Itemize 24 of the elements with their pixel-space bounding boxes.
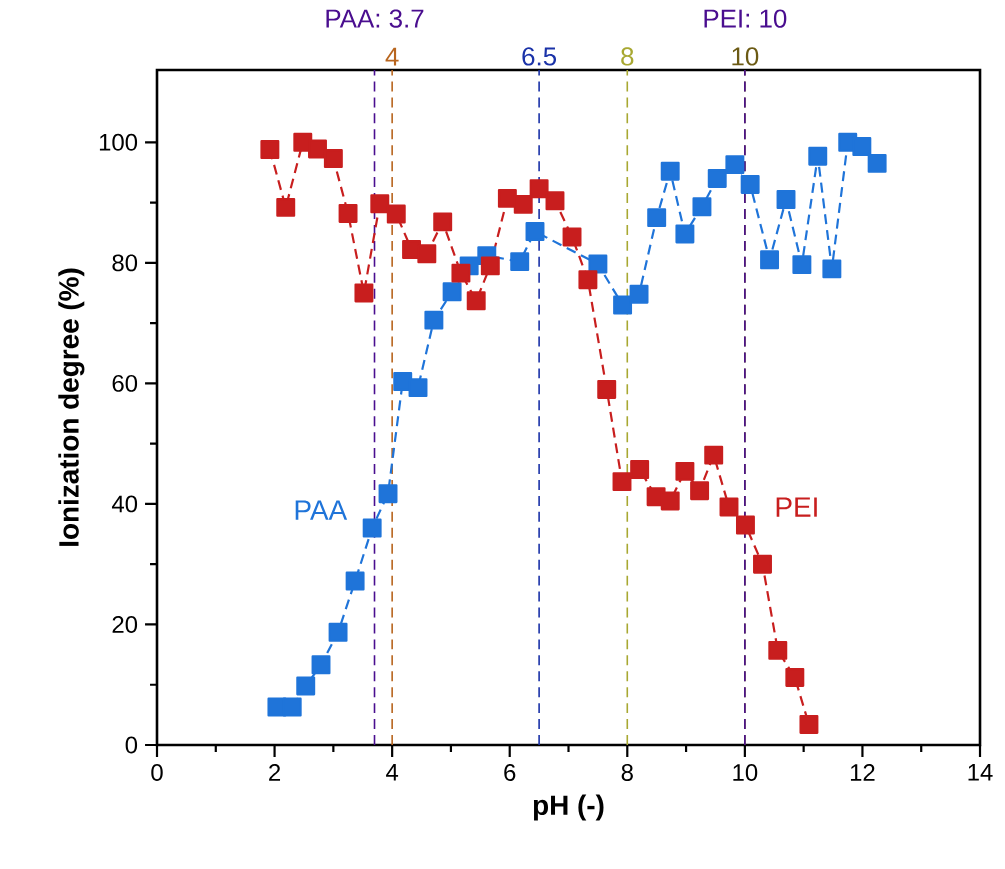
x-tick-label: 12 bbox=[850, 764, 875, 781]
y-tick-label: 100 bbox=[99, 133, 138, 151]
y-tick-label: 60 bbox=[112, 374, 138, 392]
series-label: PEI bbox=[776, 497, 817, 517]
y-axis-title: Ionization degree (%) bbox=[58, 268, 85, 546]
x-tick-label: 10 bbox=[733, 764, 758, 781]
y-tick-label: 20 bbox=[112, 616, 138, 633]
x-tick-label: 8 bbox=[621, 764, 633, 781]
x-tick-label: 2 bbox=[269, 764, 281, 781]
x-tick-label: 14 bbox=[968, 764, 993, 781]
y-tick-label: 80 bbox=[112, 254, 138, 272]
ref-line-label: 10 bbox=[732, 47, 759, 66]
y-tick-label: 40 bbox=[111, 495, 138, 513]
x-tick-label: 0 bbox=[151, 764, 163, 781]
ref-line-label: 6.5 bbox=[522, 47, 557, 66]
ref-line-label: 8 bbox=[621, 47, 634, 66]
x-axis-title: pH (-) bbox=[533, 794, 604, 821]
ref-line-label: PAA: 3.7 bbox=[326, 9, 424, 28]
y-tick-label: 0 bbox=[125, 736, 138, 754]
x-tick-label: 4 bbox=[386, 764, 399, 781]
ref-line-label: PEI: 10 bbox=[704, 9, 787, 28]
x-tick-label: 6 bbox=[504, 764, 516, 781]
ref-line-label: 4 bbox=[385, 47, 399, 66]
series-label: PAA bbox=[295, 500, 348, 520]
